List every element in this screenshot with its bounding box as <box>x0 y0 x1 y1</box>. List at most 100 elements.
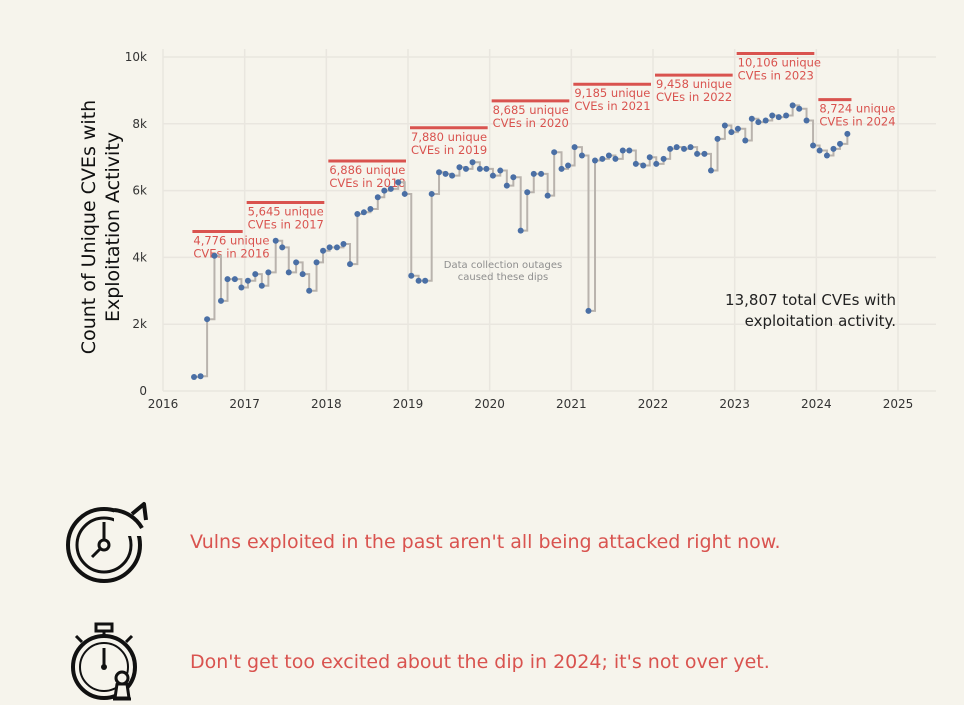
data-point <box>306 287 313 294</box>
data-point <box>551 149 558 156</box>
data-point <box>530 170 537 177</box>
data-point <box>333 244 340 251</box>
year-total-label-year: CVEs in 2019 <box>411 143 487 157</box>
x-tick-label: 2021 <box>556 397 587 411</box>
data-point <box>415 277 422 284</box>
data-point <box>605 152 612 159</box>
year-total-label: 9,185 unique <box>574 86 650 100</box>
data-point <box>436 169 443 176</box>
data-point <box>619 147 626 154</box>
data-point <box>408 272 415 279</box>
data-point <box>401 190 408 197</box>
data-point <box>285 269 292 276</box>
data-point <box>320 247 327 254</box>
data-point <box>497 167 504 174</box>
data-point <box>347 261 354 268</box>
data-point <box>646 154 653 161</box>
x-tick-label: 2025 <box>883 397 914 411</box>
history-clock-icon <box>62 500 152 590</box>
total-annotation-line1: 13,807 total CVEs with <box>725 291 896 309</box>
data-point <box>238 284 245 291</box>
data-point <box>667 145 674 152</box>
y-tick-label: 4k <box>132 250 147 264</box>
x-tick-label: 2023 <box>719 397 750 411</box>
data-point <box>191 373 198 380</box>
total-annotation-line2: exploitation activity. <box>745 312 896 330</box>
series-step-line <box>194 104 849 378</box>
data-point <box>687 144 694 151</box>
data-point <box>626 147 633 154</box>
tip-text-1: Vulns exploited in the past aren't all b… <box>190 531 781 553</box>
data-point <box>558 165 565 172</box>
data-point <box>354 210 361 217</box>
data-point <box>442 170 449 177</box>
data-point <box>762 117 769 124</box>
data-point <box>612 155 619 162</box>
data-point <box>244 277 251 284</box>
y-tick-label: 0 <box>139 384 147 398</box>
chart-grid <box>162 49 936 392</box>
data-point <box>728 129 735 136</box>
data-point <box>293 259 300 266</box>
data-point <box>694 150 701 157</box>
tip-text-2: Don't get too excited about the dip in 2… <box>190 651 770 673</box>
year-total-label: 5,645 unique <box>248 204 324 218</box>
data-point <box>483 165 490 172</box>
year-total-label-year: CVEs in 2022 <box>656 90 732 104</box>
year-total-label: 10,106 unique <box>738 55 821 69</box>
data-point <box>449 172 456 179</box>
data-point <box>524 189 531 196</box>
x-tick-label: 2020 <box>474 397 505 411</box>
data-point <box>640 162 647 169</box>
data-point <box>803 117 810 124</box>
x-tick-label: 2018 <box>311 397 342 411</box>
data-point <box>748 115 755 122</box>
data-point <box>422 277 429 284</box>
x-tick-label: 2016 <box>148 397 179 411</box>
data-point <box>395 179 402 186</box>
year-total-label: 8,724 unique <box>819 102 895 116</box>
data-point <box>707 167 714 174</box>
y-axis-ticks: 0 2k 4k 6k 8k 10k <box>125 50 147 398</box>
year-total-label-year: CVEs in 2020 <box>493 116 569 130</box>
data-point <box>796 105 803 112</box>
data-point <box>367 205 374 212</box>
stopwatch-chess-icon <box>68 622 140 705</box>
data-point <box>503 182 510 189</box>
data-point <box>374 194 381 201</box>
data-point <box>632 160 639 167</box>
data-point <box>517 227 524 234</box>
data-point <box>578 152 585 159</box>
data-point <box>810 142 817 149</box>
outage-annotation-line1: Data collection outages <box>444 260 562 271</box>
data-point <box>313 259 320 266</box>
x-tick-label: 2017 <box>229 397 260 411</box>
data-point <box>258 282 265 289</box>
data-point <box>462 165 469 172</box>
data-point <box>701 150 708 157</box>
data-point <box>469 159 476 166</box>
x-tick-label: 2024 <box>801 397 832 411</box>
data-point <box>544 192 551 199</box>
data-point <box>252 271 259 278</box>
series-points <box>191 102 851 380</box>
data-point <box>456 164 463 171</box>
outage-annotation-line2: caused these dips <box>458 272 549 283</box>
data-point <box>204 316 211 323</box>
data-point <box>592 157 599 164</box>
year-total-label-year: CVEs in 2016 <box>193 246 269 260</box>
y-tick-label: 8k <box>132 117 147 131</box>
data-point <box>775 114 782 121</box>
y-tick-label: 10k <box>125 50 147 64</box>
data-point <box>585 307 592 314</box>
year-total-label-year: CVEs in 2023 <box>738 68 814 82</box>
data-point <box>340 241 347 248</box>
year-total-label-year: CVEs in 2021 <box>574 99 650 113</box>
data-point <box>272 237 279 244</box>
data-point <box>599 155 606 162</box>
data-point <box>538 170 545 177</box>
data-point <box>510 174 517 181</box>
x-tick-label: 2019 <box>393 397 424 411</box>
data-point <box>217 297 224 304</box>
